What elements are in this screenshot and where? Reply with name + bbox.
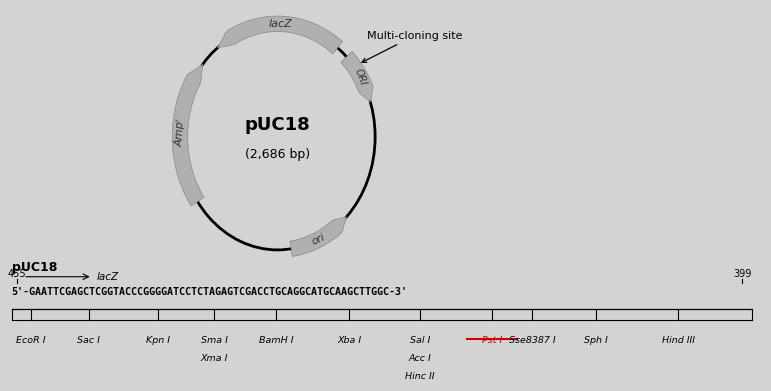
Text: Hind III: Hind III [662,336,695,345]
Text: Multi-cloning site: Multi-cloning site [362,31,463,62]
Text: Sma I: Sma I [201,336,227,345]
Text: (2,686 bp): (2,686 bp) [245,148,310,161]
Text: 399: 399 [733,269,752,279]
Text: 455: 455 [8,269,26,279]
Text: ORI: ORI [352,67,368,87]
Text: Acc I: Acc I [409,354,432,363]
Text: Sph I: Sph I [584,336,608,345]
Polygon shape [341,52,373,102]
Text: Sal I: Sal I [410,336,430,345]
Text: Ampʳ: Ampʳ [174,118,186,147]
Text: pUC18: pUC18 [244,116,311,134]
Polygon shape [172,64,204,206]
Polygon shape [217,16,342,54]
Text: lacZ: lacZ [96,272,119,282]
Text: Kpn I: Kpn I [146,336,170,345]
Text: EcoR I: EcoR I [16,336,45,345]
Text: Sac I: Sac I [77,336,100,345]
Text: 5'-GAATTCGAGCTCGGTACCCGGGGATCCTCTAGAGTCGACCTGCAGGCATGCAAGCTTGGC-3': 5'-GAATTCGAGCTCGGTACCCGGGGATCCTCTAGAGTCG… [12,287,408,298]
Text: Pst I: Pst I [482,336,502,345]
Text: lacZ: lacZ [269,19,293,29]
Text: Sse8387 I: Sse8387 I [509,336,555,345]
Text: ori: ori [311,232,327,247]
Polygon shape [290,217,346,256]
Text: Xma I: Xma I [200,354,228,363]
Text: Hinc II: Hinc II [406,372,435,381]
Text: Xba I: Xba I [337,336,362,345]
Text: BamH I: BamH I [259,336,293,345]
Text: pUC18: pUC18 [12,261,57,274]
